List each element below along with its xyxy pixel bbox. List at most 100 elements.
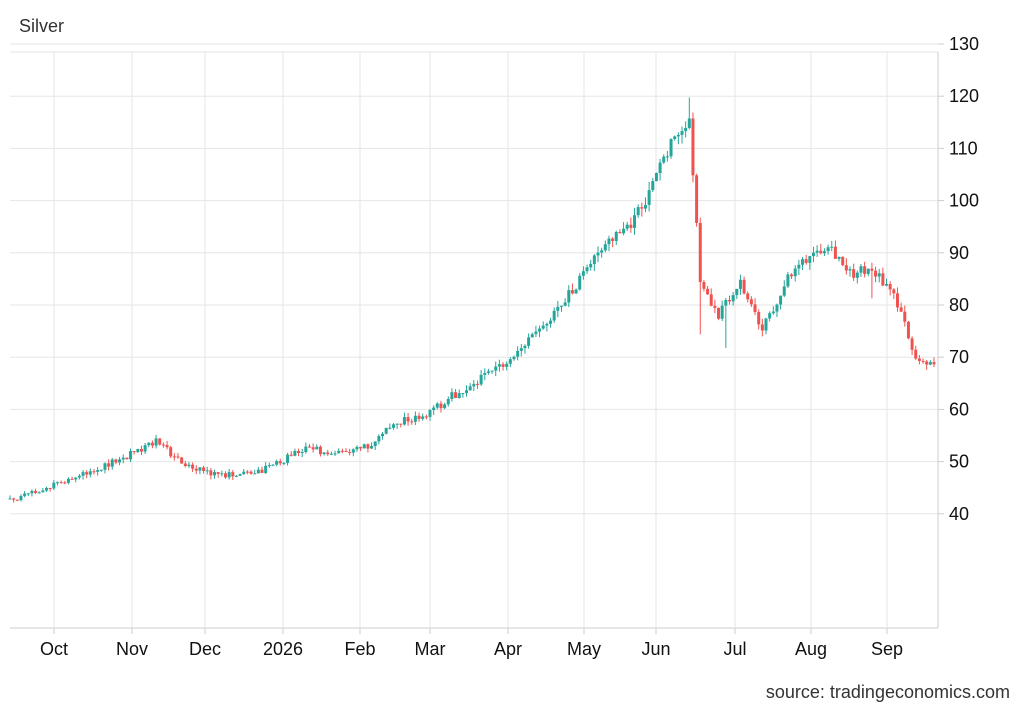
candle [585, 264, 589, 274]
candle-body [66, 478, 70, 483]
candle-body [205, 470, 209, 472]
candle [695, 173, 699, 227]
candle [421, 413, 425, 421]
candle-body [30, 490, 34, 494]
candle [530, 332, 534, 338]
candle-body [673, 136, 677, 140]
candle-body [132, 451, 136, 453]
candle [165, 440, 169, 450]
candle [381, 431, 385, 440]
candle [362, 443, 366, 449]
candle [220, 470, 224, 477]
candle [486, 368, 490, 375]
candle [687, 97, 691, 130]
candle-body [483, 372, 487, 375]
candle-body [654, 173, 658, 182]
candle-body [315, 446, 319, 450]
candle-body [370, 446, 374, 449]
candle-body [804, 259, 808, 263]
candle [446, 396, 450, 407]
candle-body [340, 450, 344, 452]
candle [541, 321, 545, 330]
candle-body [826, 247, 830, 252]
candle-body [556, 306, 560, 311]
candle [494, 361, 498, 377]
candle-body [377, 436, 381, 442]
candle [183, 460, 187, 468]
candle-body [589, 264, 593, 268]
candle [472, 379, 476, 392]
candle-body [253, 473, 257, 475]
candle-body [793, 268, 797, 277]
candle [746, 291, 750, 303]
candle [600, 247, 604, 258]
candle [735, 288, 739, 299]
candle [406, 413, 410, 426]
candle-body [468, 386, 472, 391]
candle-body [735, 288, 739, 296]
source-note: source: tradingeconomics.com [765, 682, 1010, 702]
candle-body [180, 457, 184, 464]
candle-body [139, 448, 143, 452]
candle-body [530, 334, 534, 338]
candle-body [107, 463, 111, 467]
candle-body [282, 462, 286, 464]
candle-body [753, 304, 757, 313]
candle [731, 291, 735, 306]
candle [370, 442, 374, 450]
candle [556, 300, 560, 318]
candle [592, 254, 596, 272]
candle-body [275, 461, 279, 465]
candle-body [859, 266, 863, 273]
candle-body [698, 222, 702, 283]
candle [468, 383, 472, 391]
candle-body [85, 472, 89, 475]
candle [176, 453, 180, 459]
candle-body [8, 498, 12, 500]
candle-body [720, 305, 724, 319]
candle-body [538, 328, 542, 332]
candle [34, 488, 38, 494]
candle-body [326, 452, 330, 455]
candle [242, 469, 246, 476]
candle [399, 423, 403, 428]
candle-body [877, 273, 881, 277]
candle [508, 356, 512, 368]
candle-body [256, 469, 260, 474]
candle-body [925, 361, 929, 365]
candle-body [169, 447, 173, 457]
candle-body [534, 331, 538, 335]
candle-body [172, 456, 176, 458]
candle [147, 442, 151, 448]
x-tick-label: Jul [723, 639, 746, 659]
candle [622, 222, 626, 236]
candle-body [286, 454, 290, 463]
candle-body [727, 299, 731, 302]
candle-body [647, 190, 651, 205]
candle [578, 272, 582, 291]
candle-body [278, 461, 282, 464]
axis-layer: 40 50 60 70 80 90 100 110 120 130 Oct Nov Dec 2026 Feb… [40, 34, 979, 659]
candle [611, 237, 615, 248]
candle [377, 434, 381, 445]
candle-body [596, 252, 600, 256]
candle [702, 279, 706, 292]
candle [848, 266, 852, 277]
candle-body [55, 482, 59, 484]
candle-body [497, 364, 501, 367]
candle-body [917, 358, 921, 362]
candle-body [362, 444, 366, 449]
candle-body [914, 349, 918, 359]
candle [633, 207, 637, 235]
candle [567, 285, 571, 307]
candle-body [578, 275, 582, 290]
candle-body [706, 288, 710, 295]
candle [23, 490, 27, 498]
candle [833, 240, 837, 259]
candle [443, 402, 447, 410]
candle [797, 259, 801, 276]
candle-body [808, 256, 812, 263]
candle-body [110, 459, 114, 467]
candle [439, 400, 443, 413]
candle [150, 440, 154, 449]
